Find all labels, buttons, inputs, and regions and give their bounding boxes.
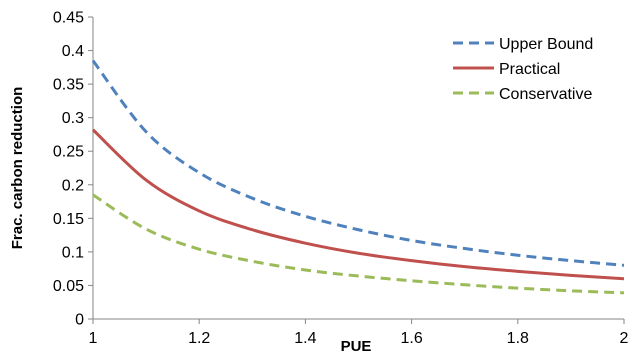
- y-tick-label: 0.2: [62, 177, 84, 194]
- y-tick-label: 0: [75, 312, 84, 329]
- legend-label-upper-bound: Upper Bound: [499, 36, 593, 53]
- y-ticks: 0 0.05 0.1 0.15 0.2 0.25 0.3 0.35 0.4 0.45: [53, 10, 93, 329]
- x-axis-title: PUE: [341, 338, 372, 355]
- legend-label-conservative: Conservative: [499, 86, 592, 103]
- y-tick-label: 0.3: [62, 110, 84, 127]
- series-line-upper-bound: [91, 59, 625, 267]
- legend: Upper Bound Practical Conservative: [453, 36, 593, 103]
- x-tick-label: 2: [620, 330, 629, 347]
- y-tick-label: 0.4: [62, 43, 84, 60]
- x-tick-label: 1: [89, 330, 98, 347]
- y-tick-label: 0.15: [53, 211, 84, 228]
- y-tick-label: 0.35: [53, 77, 84, 94]
- x-tick-label: 1.8: [507, 330, 529, 347]
- legend-label-practical: Practical: [499, 61, 560, 78]
- y-axis-title: Frac. carbon reduction: [9, 87, 26, 250]
- x-ticks: 1 1.2 1.4 1.6 1.8 2: [89, 319, 629, 347]
- y-tick-label: 0.1: [62, 244, 84, 261]
- x-tick-label: 1.2: [188, 330, 210, 347]
- series-line-conservative: [92, 193, 625, 295]
- x-tick-label: 1.6: [400, 330, 422, 347]
- x-tick-label: 1.4: [294, 330, 316, 347]
- y-tick-label: 0.45: [53, 10, 84, 27]
- axes: [92, 17, 624, 320]
- series-layer: [91, 59, 625, 295]
- y-tick-label: 0.05: [53, 278, 84, 295]
- series-line-practical: [91, 128, 625, 281]
- y-tick-label: 0.25: [53, 144, 84, 161]
